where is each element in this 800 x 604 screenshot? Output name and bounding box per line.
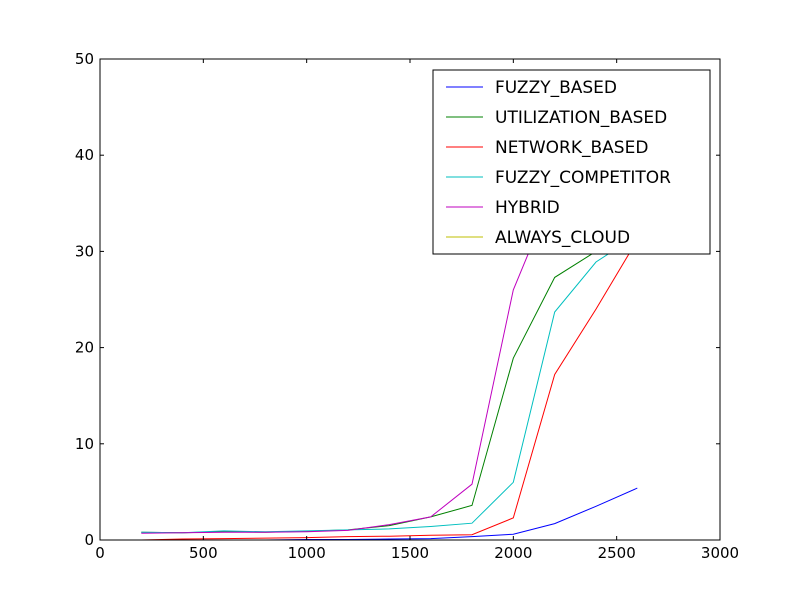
y-tick-label: 30 xyxy=(75,242,94,260)
legend-label: UTILIZATION_BASED xyxy=(495,108,667,128)
legend: FUZZY_BASED UTILIZATION_BASED NETWORK_BASE… xyxy=(432,69,711,255)
series-line-network-based xyxy=(141,239,638,540)
x-tick-label: 1000 xyxy=(288,544,326,562)
series-line-fuzzy-competitor xyxy=(141,248,617,534)
x-tick-label: 500 xyxy=(189,544,218,562)
y-tick-label: 40 xyxy=(75,146,94,164)
x-tick-label: 1500 xyxy=(391,544,429,562)
series-line-utilization-based xyxy=(141,239,617,534)
y-tick-label: 50 xyxy=(75,50,94,68)
y-tick-label: 20 xyxy=(75,339,94,357)
x-tick-label: 3000 xyxy=(701,544,739,562)
legend-box xyxy=(432,69,711,255)
x-tick-label: 2000 xyxy=(494,544,532,562)
legend-label: HYBRID xyxy=(495,198,560,218)
y-tick-label: 10 xyxy=(75,435,94,453)
legend-label: NETWORK_BASED xyxy=(495,138,648,158)
x-tick-label: 2500 xyxy=(598,544,636,562)
x-tick-label: 0 xyxy=(95,544,105,562)
series-line-hybrid xyxy=(141,239,535,534)
series-line-fuzzy-based xyxy=(141,487,638,540)
legend-label: FUZZY_BASED xyxy=(495,78,617,98)
y-tick-label: 0 xyxy=(84,531,94,549)
legend-label: ALWAYS_CLOUD xyxy=(495,228,630,248)
legend-label: FUZZY_COMPETITOR xyxy=(495,168,671,188)
